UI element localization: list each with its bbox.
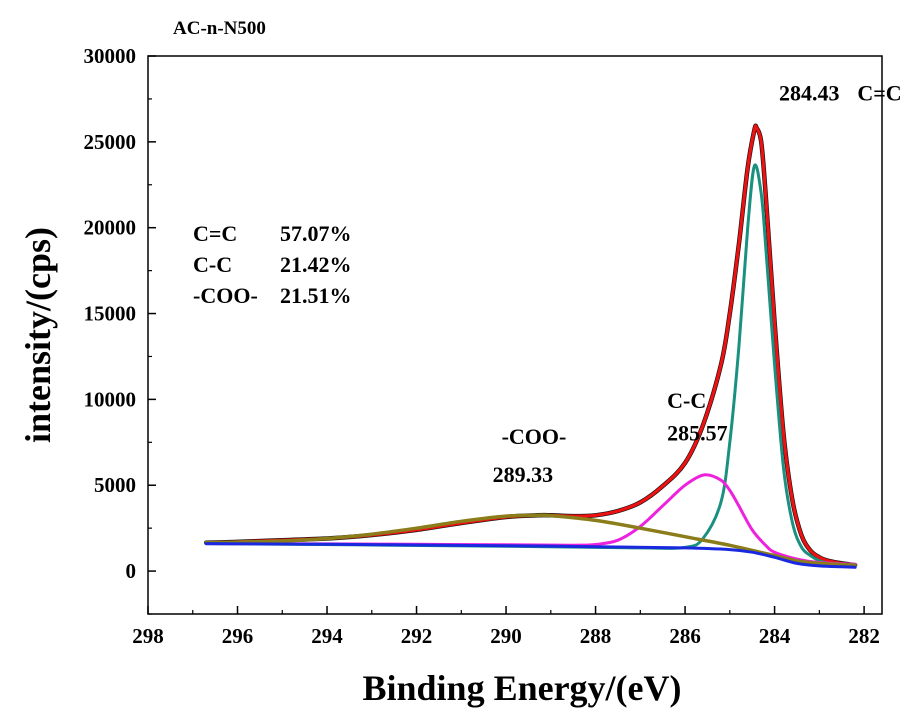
x-tick-label: 294 bbox=[311, 624, 343, 648]
y-tick-label: 15000 bbox=[84, 302, 137, 326]
y-axis-label: intensity/(cps) bbox=[18, 227, 58, 443]
series-layer bbox=[203, 123, 858, 569]
y-tick-label: 20000 bbox=[84, 216, 137, 240]
composition-value-1: 57.07% bbox=[280, 221, 352, 246]
composition-name-1: C=C bbox=[193, 221, 237, 246]
series-envelope bbox=[204, 124, 857, 567]
composition-value-2: 21.42% bbox=[280, 252, 352, 277]
composition-name-3: -COO- bbox=[193, 283, 258, 308]
y-tick-label: 10000 bbox=[84, 387, 137, 411]
x-tick-label: 284 bbox=[759, 624, 791, 648]
x-tick-label: 290 bbox=[490, 624, 522, 648]
series-baseline bbox=[204, 542, 857, 569]
x-tick-label: 288 bbox=[580, 624, 612, 648]
x-tick-label: 292 bbox=[401, 624, 433, 648]
y-tick-label: 0 bbox=[126, 559, 137, 583]
composition-value-3: 21.51% bbox=[280, 283, 352, 308]
x-tick-label: 298 bbox=[132, 624, 164, 648]
peak-annotation: C=C bbox=[857, 81, 901, 106]
chart-title: AC-n-N500 bbox=[173, 18, 266, 39]
y-tick-label: 25000 bbox=[84, 130, 137, 154]
peak-annotation: 285.57 bbox=[667, 421, 728, 446]
x-tick-label: 296 bbox=[222, 624, 254, 648]
y-tick-label: 30000 bbox=[84, 44, 137, 68]
composition-block: C=C 57.07% C-C 21.42% -COO- 21.51% bbox=[193, 221, 352, 308]
composition-name-2: C-C bbox=[193, 252, 232, 277]
y-tick-label: 5000 bbox=[94, 473, 136, 497]
annotations: 284.43 C=C C-C 285.57 -COO- 289.33 bbox=[493, 81, 902, 487]
peak-annotation: -COO- bbox=[502, 424, 567, 449]
x-axis-label: Binding Energy/(eV) bbox=[362, 668, 681, 708]
x-tick-label: 282 bbox=[848, 624, 880, 648]
y-axis: 0 5000 10000 15000 20000 25000 30000 bbox=[84, 44, 156, 615]
x-axis: 298 296 294 292 290 288 286 284 282 bbox=[132, 606, 880, 648]
peak-annotation: 284.43 bbox=[779, 81, 840, 106]
peak-annotation: C-C bbox=[667, 388, 706, 413]
series-raw bbox=[203, 123, 858, 568]
x-tick-label: 286 bbox=[669, 624, 701, 648]
series-coo_peak bbox=[204, 513, 857, 567]
peak-annotation: 289.33 bbox=[493, 462, 554, 487]
plot-frame bbox=[147, 55, 883, 615]
